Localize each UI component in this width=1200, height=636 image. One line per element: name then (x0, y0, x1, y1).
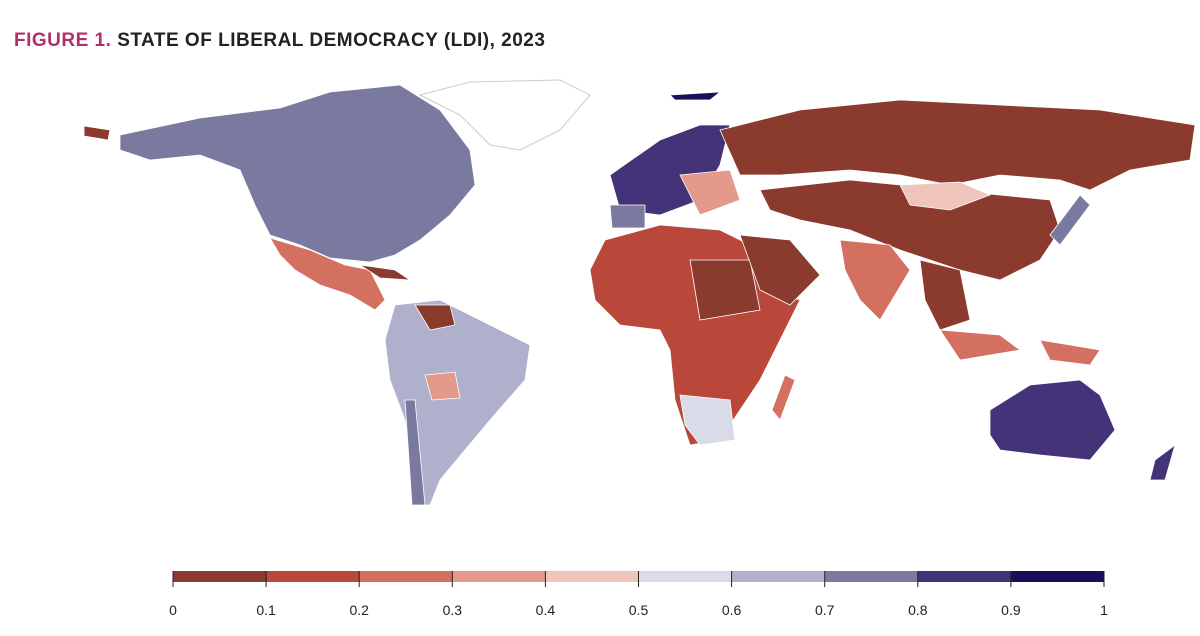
legend-tick-label: 0.5 (629, 602, 649, 618)
world-map (83, 79, 1196, 506)
new-zealand (1149, 443, 1176, 481)
eastern-europe (679, 169, 741, 216)
legend-tick-label: 0.7 (815, 602, 835, 618)
central-america (269, 237, 386, 311)
australia (989, 379, 1116, 461)
legend-tick-label: 0.9 (1001, 602, 1021, 618)
legend-swatch (173, 571, 267, 582)
legend-swatch (1010, 571, 1104, 582)
iberia (609, 204, 646, 229)
legend-swatch (917, 571, 1011, 582)
legend-tick-label: 0.4 (536, 602, 556, 618)
indonesia-east (1039, 339, 1101, 366)
north-america (119, 84, 476, 263)
legend-tick-label: 0.6 (722, 602, 742, 618)
cuba (359, 264, 412, 281)
legend-swatch (266, 571, 360, 582)
legend-swatch (359, 571, 453, 582)
legend-tick-label: 1 (1100, 602, 1108, 618)
legend-swatch (731, 571, 825, 582)
svalbard (669, 91, 722, 101)
south-america (384, 299, 531, 506)
japan (1049, 194, 1091, 246)
legend-swatch (452, 571, 546, 582)
legend-swatch (638, 571, 732, 582)
chile (404, 399, 426, 506)
southern-africa (679, 394, 736, 446)
far-east-tip (83, 125, 111, 141)
legend-swatch (824, 571, 918, 582)
mongolia (899, 181, 992, 211)
greenland (418, 79, 591, 151)
southeast-asia (919, 259, 971, 331)
russia (719, 99, 1196, 191)
figure-title-text: STATE OF LIBERAL DEMOCRACY (LDI), 2023 (117, 30, 545, 51)
sudan-region (689, 259, 761, 321)
legend-tick-label: 0 (169, 602, 177, 618)
india (839, 239, 911, 321)
legend-tick-label: 0.8 (908, 602, 928, 618)
madagascar (771, 374, 796, 421)
indonesia-west (939, 329, 1021, 361)
figure-number: FIGURE 1. (14, 30, 111, 51)
legend-tick-label: 0.2 (349, 602, 369, 618)
legend-tick-label: 0.1 (256, 602, 276, 618)
figure-title: FIGURE 1. STATE OF LIBERAL DEMOCRACY (LD… (14, 30, 545, 51)
legend-swatch (545, 571, 639, 582)
legend-tick-label: 0.3 (443, 602, 463, 618)
venezuela (414, 304, 456, 331)
bolivia (424, 371, 461, 401)
middle-east (739, 234, 821, 306)
legend: 0 0.1 0.2 0.3 0.4 0.5 0.6 0.7 0.8 0.9 1 (169, 571, 1108, 618)
